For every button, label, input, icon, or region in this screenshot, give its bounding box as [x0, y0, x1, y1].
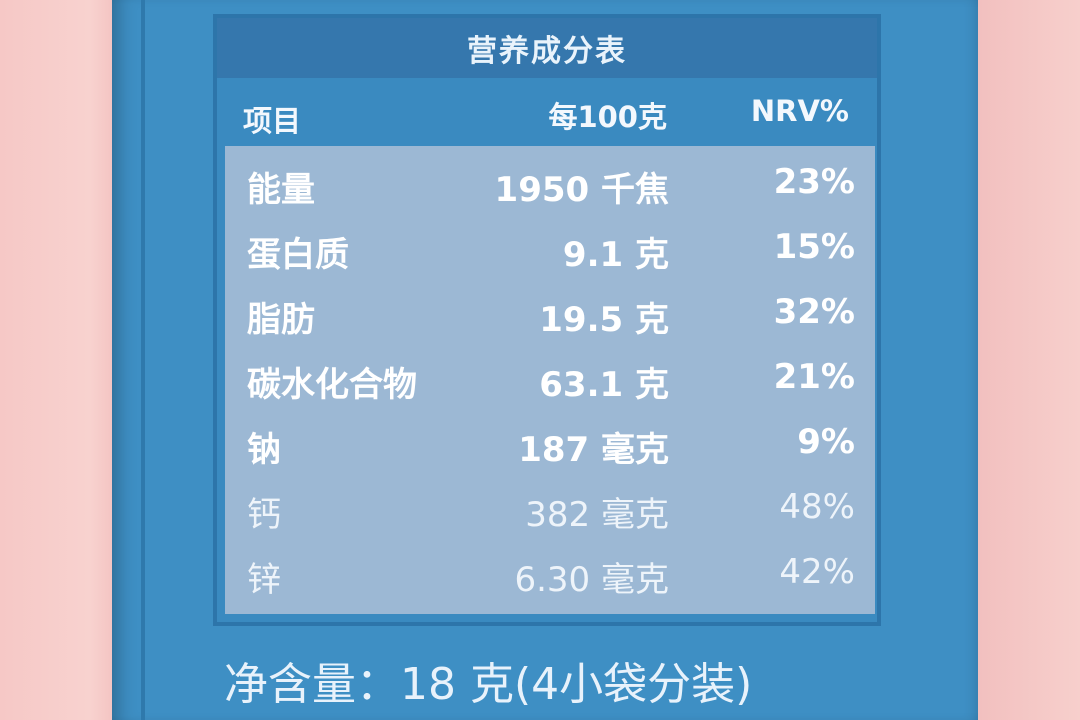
- table-header: 项目 每100克 NRV%: [217, 86, 877, 144]
- header-item: 项目: [243, 104, 302, 138]
- row-nrv: 23%: [773, 162, 855, 202]
- row-amount: 63.1 克: [539, 365, 669, 405]
- table-row-calcium: 钙 382 毫克 48%: [225, 477, 875, 541]
- package-edge: [141, 0, 145, 720]
- row-amount: 19.5 克: [539, 300, 669, 340]
- row-name: 脂肪: [247, 300, 315, 340]
- table-row-fat: 脂肪 19.5 克 32%: [225, 282, 875, 346]
- row-amount: 382 毫克: [525, 495, 669, 535]
- table-row-protein: 蛋白质 9.1 克 15%: [225, 217, 875, 281]
- table-row-energy: 能量 1950 千焦 23%: [225, 152, 875, 216]
- table-row-sodium: 钠 187 毫克 9%: [225, 412, 875, 476]
- row-name: 锌: [247, 560, 281, 600]
- header-per-100g: 每100克: [548, 100, 667, 134]
- row-amount: 9.1 克: [562, 235, 669, 275]
- row-nrv: 9%: [797, 422, 855, 462]
- row-name: 能量: [247, 170, 315, 210]
- nutrition-table: 营养成分表 项目 每100克 NRV% 能量 1950 千焦 23% 蛋白质 9…: [213, 14, 881, 626]
- table-row-zinc: 锌 6.30 毫克 42%: [225, 542, 875, 606]
- row-amount: 187 毫克: [518, 430, 669, 470]
- row-amount: 6.30 毫克: [514, 560, 669, 600]
- row-nrv: 15%: [773, 227, 855, 267]
- table-body: 能量 1950 千焦 23% 蛋白质 9.1 克 15% 脂肪 19.5 克 3…: [225, 146, 875, 614]
- row-nrv: 32%: [773, 292, 855, 332]
- header-nrv: NRV%: [750, 94, 849, 128]
- row-nrv: 48%: [779, 487, 855, 527]
- row-amount: 1950 千焦: [494, 170, 669, 210]
- background-right: [978, 0, 1080, 720]
- table-row-carbohydrate: 碳水化合物 63.1 克 21%: [225, 347, 875, 411]
- net-content-label: 净含量：18 克(4小袋分装): [224, 659, 753, 710]
- row-name: 钙: [247, 495, 281, 535]
- row-name: 钠: [247, 430, 281, 470]
- row-nrv: 42%: [779, 552, 855, 592]
- row-name: 碳水化合物: [247, 365, 417, 405]
- row-nrv: 21%: [773, 357, 855, 397]
- table-title: 营养成分表: [217, 18, 877, 78]
- row-name: 蛋白质: [247, 235, 349, 275]
